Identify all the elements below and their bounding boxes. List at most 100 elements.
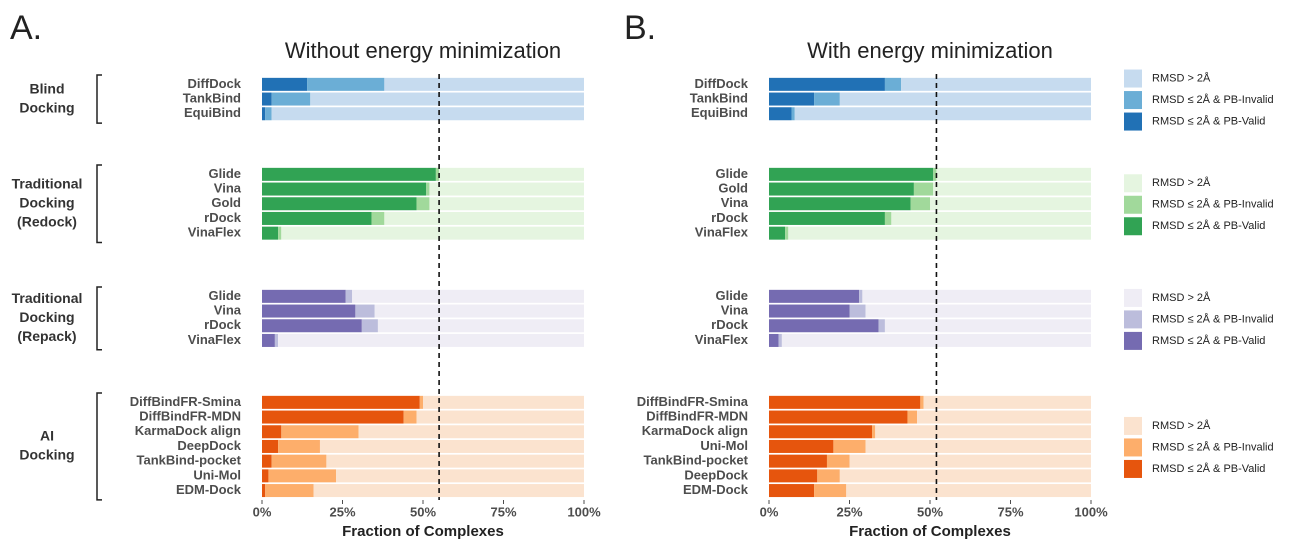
bar-segment — [865, 304, 1091, 318]
bar-segment — [769, 107, 792, 121]
category-label: rDock — [204, 317, 242, 332]
bar-segment — [313, 484, 584, 498]
bar-segment — [884, 77, 902, 91]
bar-segment — [374, 304, 584, 318]
legend-label: RMSD ≤ 2Å & PB-Invalid — [1152, 312, 1274, 325]
legend-swatch — [1124, 331, 1142, 350]
bar-segment — [416, 410, 584, 424]
bar-segment — [791, 107, 795, 121]
legend-label: RMSD > 2Å — [1152, 419, 1211, 432]
category-label: VinaFlex — [188, 225, 242, 240]
x-tick-label: 0% — [253, 504, 272, 519]
bar-segment — [416, 197, 430, 211]
bar-segment — [262, 107, 266, 121]
bar-segment — [814, 92, 840, 106]
group-label: Docking — [19, 447, 74, 463]
bar-segment — [262, 92, 272, 106]
bar-segment — [419, 395, 423, 409]
category-label: Vina — [721, 302, 749, 317]
category-label: Vina — [721, 195, 749, 210]
legend-label: RMSD ≤ 2Å & PB-Invalid — [1152, 93, 1274, 106]
bar-segment — [891, 211, 1091, 225]
bar-segment — [875, 425, 1091, 439]
panel-label: B. — [624, 9, 656, 47]
group-label: Docking — [19, 194, 74, 210]
x-axis-label: Fraction of Complexes — [849, 523, 1011, 540]
bar-segment — [769, 469, 818, 483]
bar-segment — [884, 211, 892, 225]
bar-segment — [262, 319, 362, 333]
bar-segment — [262, 410, 404, 424]
group-label: AI — [40, 428, 54, 444]
bar-segment — [878, 319, 885, 333]
category-label: TankBind — [183, 90, 241, 105]
category-label: Uni-Mol — [700, 438, 748, 453]
bar-segment — [781, 333, 1091, 347]
legend-swatch — [1124, 416, 1142, 435]
bar-segment — [326, 454, 584, 468]
bar-segment — [281, 425, 359, 439]
bar-segment — [936, 167, 1091, 181]
x-tick-label: 25% — [836, 504, 862, 519]
legend-label: RMSD ≤ 2Å & PB-Valid — [1152, 114, 1265, 127]
bar-segment — [910, 197, 930, 211]
category-label: rDock — [711, 210, 749, 225]
x-tick-label: 75% — [997, 504, 1023, 519]
bar-segment — [930, 197, 1091, 211]
bar-segment — [769, 197, 911, 211]
category-label: EDM-Dock — [176, 482, 242, 497]
group-bracket — [96, 392, 102, 501]
category-label: EDM-Dock — [683, 482, 749, 497]
legend-swatch — [1124, 459, 1142, 478]
x-tick-label: 0% — [760, 504, 779, 519]
bar-segment — [865, 439, 1091, 453]
bar-segment — [769, 304, 850, 318]
bar-segment — [319, 439, 584, 453]
category-label: DiffBindFR-MDN — [139, 408, 241, 423]
legend-swatch — [1124, 69, 1142, 88]
bar-segment — [769, 289, 860, 303]
bar-segment — [352, 289, 584, 303]
bar-segment — [262, 333, 275, 347]
bar-segment — [262, 469, 269, 483]
bar-segment — [262, 484, 266, 498]
bar-segment — [862, 289, 1091, 303]
bar-segment — [839, 92, 1091, 106]
bar-segment — [271, 107, 584, 121]
legend-swatch — [1124, 288, 1142, 307]
bar-segment — [833, 439, 866, 453]
bar-segment — [913, 182, 934, 196]
legend-swatch — [1124, 112, 1142, 131]
category-label: KarmaDock align — [135, 423, 241, 438]
bar-segment — [439, 167, 584, 181]
category-label: DiffBindFR-Smina — [130, 394, 242, 409]
bar-segment — [769, 454, 827, 468]
bar-segment — [435, 167, 440, 181]
category-label: VinaFlex — [695, 225, 749, 240]
bar-segment — [384, 211, 584, 225]
bar-segment — [262, 167, 436, 181]
group-bracket — [96, 74, 102, 124]
x-tick-label: 100% — [1074, 504, 1108, 519]
bar-segment — [769, 484, 815, 498]
category-label: Gold — [211, 195, 241, 210]
bar-segment — [901, 77, 1091, 91]
x-tick-label: 100% — [567, 504, 601, 519]
category-label: Glide — [208, 166, 241, 181]
bar-segment — [788, 226, 1091, 240]
category-label: KarmaDock align — [642, 423, 748, 438]
chart-title: Without energy minimization — [285, 38, 561, 63]
category-label: DeepDock — [177, 438, 241, 453]
category-label: Vina — [214, 302, 242, 317]
group-bracket — [96, 286, 102, 351]
bar-segment — [769, 77, 885, 91]
bar-segment — [262, 226, 279, 240]
category-label: TankBind — [690, 90, 748, 105]
bar-segment — [933, 182, 1091, 196]
bar-segment — [817, 469, 840, 483]
legend-label: RMSD ≤ 2Å & PB-Valid — [1152, 334, 1265, 347]
bar-segment — [262, 304, 356, 318]
bar-segment — [846, 484, 1091, 498]
bar-segment — [769, 226, 786, 240]
